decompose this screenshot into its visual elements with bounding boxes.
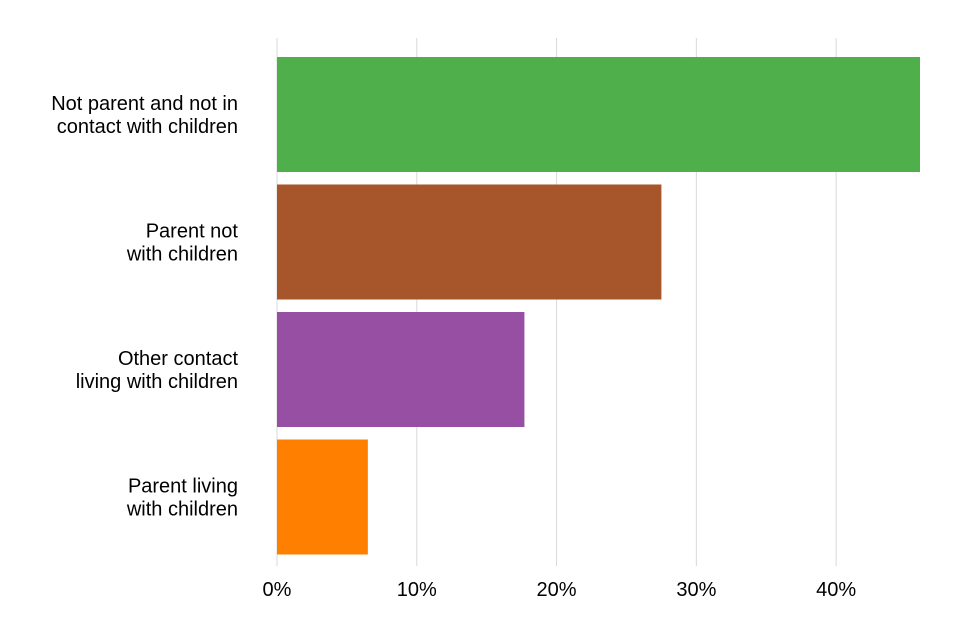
x-tick-label: 10% xyxy=(397,579,437,601)
x-tick-label: 40% xyxy=(816,579,856,601)
bar xyxy=(277,184,662,300)
bar xyxy=(277,57,920,172)
x-axis-tick-labels: 0% 10% 20% 30% 40% xyxy=(263,579,857,601)
category-label: Parent living xyxy=(128,476,238,498)
x-tick-label: 20% xyxy=(537,579,577,601)
category-label: with children xyxy=(126,499,238,521)
x-tick-label: 0% xyxy=(263,579,292,601)
x-tick-label: 30% xyxy=(676,579,716,601)
category-label: living with children xyxy=(76,371,238,393)
category-label: Not parent and not in xyxy=(51,93,238,115)
category-label: Parent not xyxy=(146,221,239,243)
category-label: contact with children xyxy=(57,116,238,138)
category-label: with children xyxy=(126,244,238,266)
category-label: Other contact xyxy=(118,348,239,370)
bar xyxy=(277,439,368,555)
bars xyxy=(277,57,920,555)
bar xyxy=(277,312,525,427)
